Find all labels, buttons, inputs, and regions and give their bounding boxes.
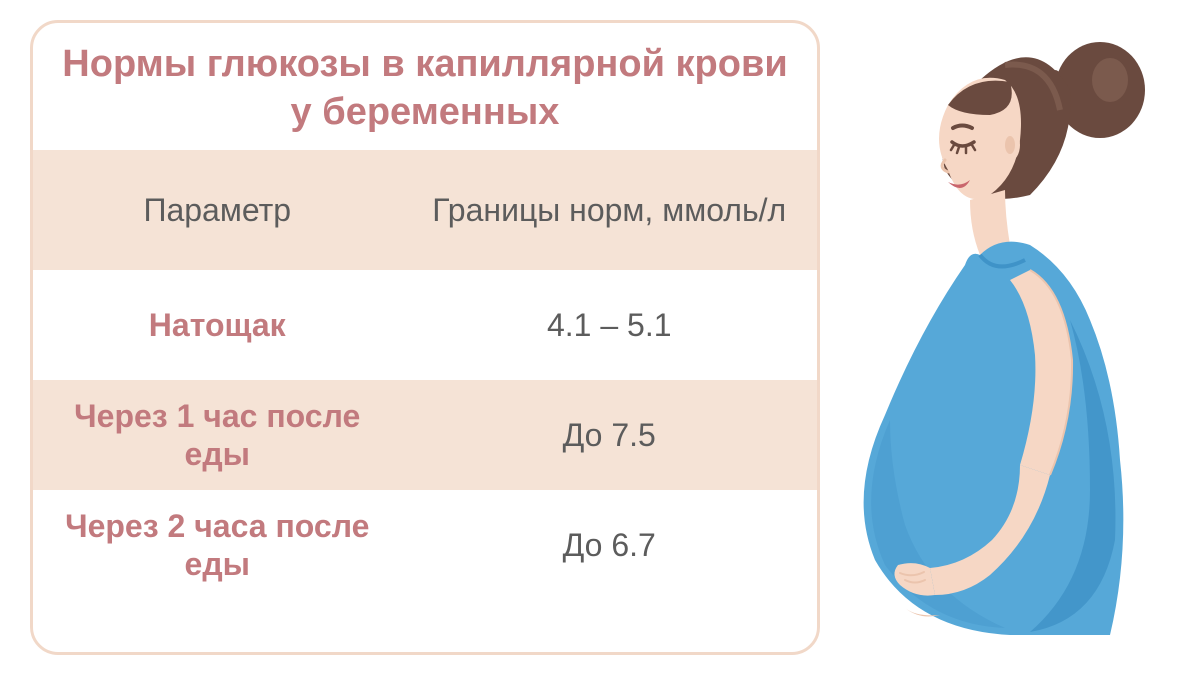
- glucose-card: Нормы глюкозы в капиллярной крови у бере…: [30, 20, 820, 655]
- table-header-row: Параметр Границы норм, ммоль/л: [33, 150, 817, 270]
- header-param: Параметр: [33, 150, 401, 270]
- card-title: Нормы глюкозы в капиллярной крови у бере…: [33, 41, 817, 150]
- pregnant-woman-icon: [820, 20, 1180, 655]
- header-value: Границы норм, ммоль/л: [401, 150, 817, 270]
- glucose-table: Параметр Границы норм, ммоль/л Натощак 4…: [33, 150, 817, 600]
- cell-param: Через 2 часа после еды: [33, 490, 401, 600]
- pregnant-woman-illustration: [820, 20, 1180, 655]
- table-row: Натощак 4.1 – 5.1: [33, 270, 817, 380]
- cell-param: Натощак: [33, 270, 401, 380]
- cell-param: Через 1 час после еды: [33, 380, 401, 490]
- cell-value: 4.1 – 5.1: [401, 270, 817, 380]
- table-row: Через 2 часа после еды До 6.7: [33, 490, 817, 600]
- cell-value: До 7.5: [401, 380, 817, 490]
- table-row: Через 1 час после еды До 7.5: [33, 380, 817, 490]
- cell-value: До 6.7: [401, 490, 817, 600]
